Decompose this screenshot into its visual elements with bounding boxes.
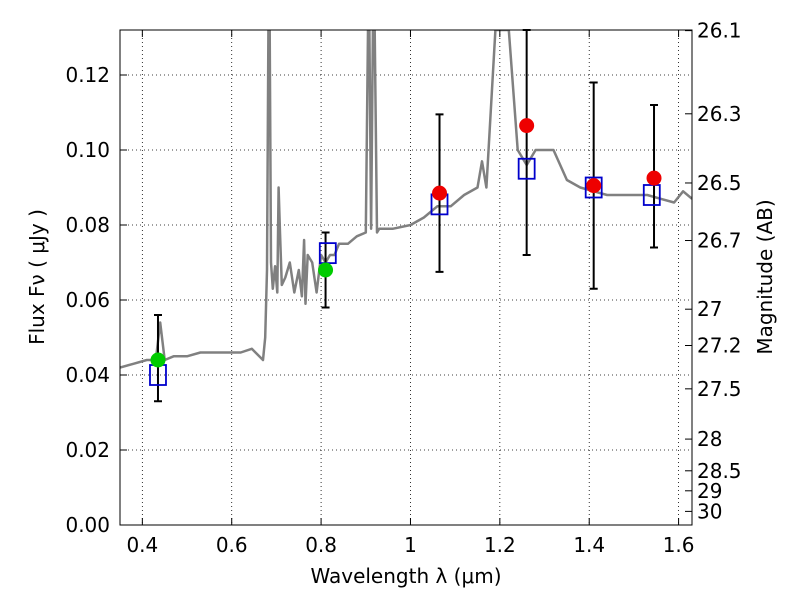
y2-tick-label: 30	[697, 499, 722, 523]
x-axis-label: Wavelength λ (μm)	[310, 564, 501, 588]
y2-tick-label: 28.5	[697, 459, 742, 483]
axis-ticks: 0.4 0.6 0.8 1 1.2 1.4 1.6 0.00 0.02 0.04 0.06 0.08 0…	[65, 19, 741, 557]
data-points-layer	[149, 29, 662, 403]
y-tick-label: 0.04	[65, 363, 110, 387]
x-tick-label: 1.6	[663, 533, 695, 557]
y2-tick-label: 29	[697, 479, 722, 503]
y-tick-label: 0.10	[65, 138, 110, 162]
y2-tick-label: 27.5	[697, 377, 742, 401]
spectrum-layer	[120, 30, 692, 369]
y-axis-label: Flux Fν ( μJy )	[25, 209, 49, 345]
plot-background	[120, 30, 692, 525]
y-tick-label: 0.02	[65, 438, 110, 462]
x-tick-label: 1.4	[573, 533, 605, 557]
plot-frame	[119, 29, 693, 526]
y2-tick-label: 26.1	[697, 19, 742, 43]
x-tick-label: 0.6	[216, 533, 248, 557]
y-tick-label: 0.06	[65, 288, 110, 312]
x-tick-label: 0.4	[126, 533, 158, 557]
y-tick-label: 0.12	[65, 63, 110, 87]
model-square-marker	[584, 176, 603, 199]
y2-tick-label: 26.7	[697, 229, 742, 253]
y-tick-label: 0.00	[65, 513, 110, 537]
y-tick-label: 0.08	[65, 213, 110, 237]
x-tick-label: 1	[404, 533, 417, 557]
y2-tick-label: 26.5	[697, 171, 742, 195]
x-tick-label: 0.8	[305, 533, 337, 557]
y2-tick-label: 26.3	[697, 102, 742, 126]
y2-tick-label: 27	[697, 297, 722, 321]
red-data-point	[519, 118, 535, 134]
y2-tick-label: 27.2	[697, 334, 742, 358]
model-square-marker	[517, 157, 536, 180]
spectrum-line	[120, 30, 692, 369]
red-data-point	[586, 178, 602, 194]
x-tick-label: 1.2	[484, 533, 516, 557]
y2-tick-label: 28	[697, 427, 722, 451]
red-data-point	[646, 170, 662, 186]
y2-axis-label: Magnitude (AB)	[753, 199, 777, 354]
green-data-point	[150, 352, 166, 368]
red-data-point	[432, 185, 448, 201]
green-data-point	[318, 262, 334, 278]
